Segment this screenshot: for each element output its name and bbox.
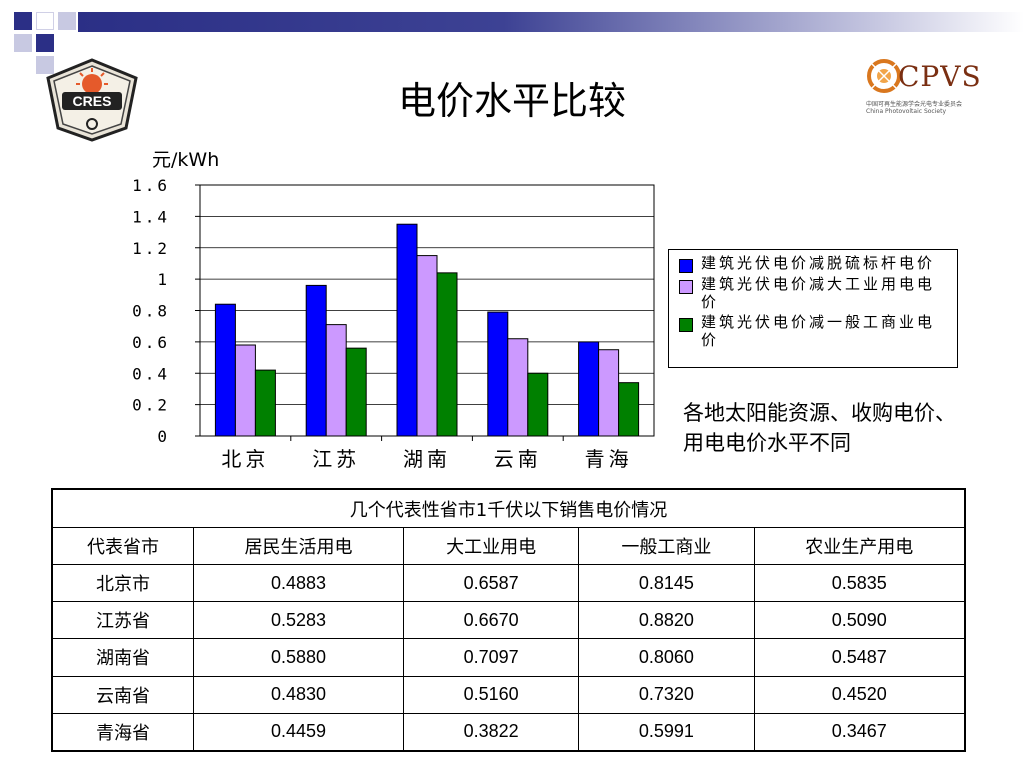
bar	[578, 341, 600, 437]
y-tick-label: 1.4	[132, 207, 170, 226]
table-cell: 0.3822	[402, 712, 580, 752]
chart-legend: 建筑光伏电价减脱硫标杆电价 建筑光伏电价减大工业用电电价 建筑光伏电价减一般工商…	[668, 249, 958, 368]
legend-item: 建筑光伏电价减一般工商业电价	[679, 313, 951, 349]
bar	[436, 272, 458, 437]
table-cell: 湖南省	[51, 638, 195, 677]
x-tick-label: 北京	[221, 447, 269, 471]
table-cell: 0.6587	[402, 564, 580, 603]
table-cell: 0.4459	[193, 712, 404, 752]
table-header-row: 代表省市 居民生活用电 大工业用电 一般工商业 农业生产用电	[51, 526, 966, 566]
table-row: 云南省 0.4830 0.5160 0.7320 0.4520	[51, 675, 966, 714]
bar	[305, 284, 327, 437]
table-cell: 青海省	[51, 712, 195, 752]
table-cell: 0.4883	[193, 564, 404, 603]
cpvs-subtitle-cn: 中国可再生能源学会光电专业委员会	[866, 101, 963, 108]
bar	[325, 324, 347, 437]
decor-square	[36, 34, 54, 52]
bar	[214, 303, 236, 437]
bar	[416, 255, 438, 437]
cpvs-logo-text: CPVS	[898, 60, 982, 93]
cpvs-logo-subtitle: 中国可再生能源学会光电专业委员会 China Photovoltaic Soci…	[866, 101, 986, 115]
page-title: 电价水平比较	[397, 79, 626, 123]
decor-square	[14, 34, 32, 52]
table-row: 江苏省 0.5283 0.6670 0.8820 0.5090	[51, 601, 966, 640]
table-cell: 0.6670	[402, 601, 580, 640]
table-cell: 江苏省	[51, 601, 195, 640]
table-cell: 0.5991	[578, 712, 755, 752]
x-tick-label: 江苏	[312, 447, 360, 471]
table-cell: 0.5090	[753, 601, 966, 640]
legend-swatch-1	[679, 259, 693, 273]
table-row: 湖南省 0.5880 0.7097 0.8060 0.5487	[51, 638, 966, 677]
bar	[618, 382, 640, 437]
y-tick-label: 0.4	[132, 364, 170, 383]
table-cell: 0.4520	[753, 675, 966, 714]
header-bar	[78, 12, 1024, 32]
table-header: 代表省市	[51, 526, 195, 566]
decor-square	[14, 12, 32, 30]
table-header: 大工业用电	[402, 526, 580, 566]
table-cell: 0.8145	[578, 564, 755, 603]
legend-label-1: 建筑光伏电价减脱硫标杆电价	[701, 254, 936, 272]
table-cell: 北京市	[51, 564, 195, 603]
y-tick-label: 0.2	[132, 396, 170, 415]
table-cell: 0.8060	[578, 638, 755, 677]
cres-logo-text: CRES	[73, 93, 112, 109]
decor-square	[36, 12, 54, 30]
cpvs-logo-icon	[867, 59, 901, 93]
y-tick-label: 0	[157, 427, 170, 446]
table-cell: 云南省	[51, 675, 195, 714]
table-caption-row: 几个代表性省市1千伏以下销售电价情况	[51, 488, 966, 528]
bar	[507, 338, 529, 437]
table-cell: 0.5835	[753, 564, 966, 603]
decor-square	[36, 56, 54, 74]
decor-square	[58, 12, 76, 30]
legend-label-2: 建筑光伏电价减大工业用电电价	[701, 275, 936, 311]
table-header: 居民生活用电	[193, 526, 404, 566]
table-row: 青海省 0.4459 0.3822 0.5991 0.3467	[51, 712, 966, 752]
table-cell: 0.5283	[193, 601, 404, 640]
bar-chart: 0 0.2 0.4 0.6 0.8 1 1.2 1.4 1.6 北京 江苏 湖南 云南 青海	[132, 176, 655, 471]
legend-swatch-2	[679, 280, 693, 294]
bar	[396, 223, 418, 437]
table-header: 一般工商业	[578, 526, 755, 566]
y-tick-label: 1	[157, 270, 170, 289]
price-table: 几个代表性省市1千伏以下销售电价情况 代表省市 居民生活用电 大工业用电 一般工…	[51, 488, 966, 752]
legend-label-3: 建筑光伏电价减一般工商业电价	[701, 313, 936, 349]
table-cell: 0.7097	[402, 638, 580, 677]
table-cell: 0.5160	[402, 675, 580, 714]
cres-logo-icon: CRES	[46, 58, 138, 142]
bar	[527, 372, 549, 437]
y-tick-label: 1.6	[132, 176, 170, 195]
y-tick-label: 1.2	[132, 239, 170, 258]
x-tick-label: 湖南	[403, 447, 451, 471]
bar	[345, 347, 367, 437]
bar	[234, 344, 256, 437]
y-axis-unit-label: 元/kWh	[152, 149, 220, 171]
table-cell: 0.5880	[193, 638, 404, 677]
bar	[254, 369, 276, 437]
table-row: 北京市 0.4883 0.6587 0.8145 0.5835	[51, 564, 966, 603]
table-cell: 0.5487	[753, 638, 966, 677]
legend-item: 建筑光伏电价减大工业用电电价	[679, 275, 951, 311]
table-caption: 几个代表性省市1千伏以下销售电价情况	[51, 488, 966, 528]
legend-item: 建筑光伏电价减脱硫标杆电价	[679, 254, 951, 273]
bar	[487, 311, 509, 437]
y-tick-label: 0.6	[132, 333, 170, 352]
table-cell: 0.3467	[753, 712, 966, 752]
cpvs-subtitle-en: China Photovoltaic Society	[866, 108, 946, 115]
chart-note: 各地太阳能资源、收购电价、用电电价水平不同	[683, 401, 956, 455]
table-cell: 0.8820	[578, 601, 755, 640]
x-tick-label: 青海	[585, 447, 633, 471]
legend-swatch-3	[679, 318, 693, 332]
y-tick-label: 0.8	[132, 302, 170, 321]
table-cell: 0.7320	[578, 675, 755, 714]
bar	[598, 349, 620, 437]
x-tick-label: 云南	[494, 447, 542, 471]
table-cell: 0.4830	[193, 675, 404, 714]
table-header: 农业生产用电	[753, 526, 966, 566]
